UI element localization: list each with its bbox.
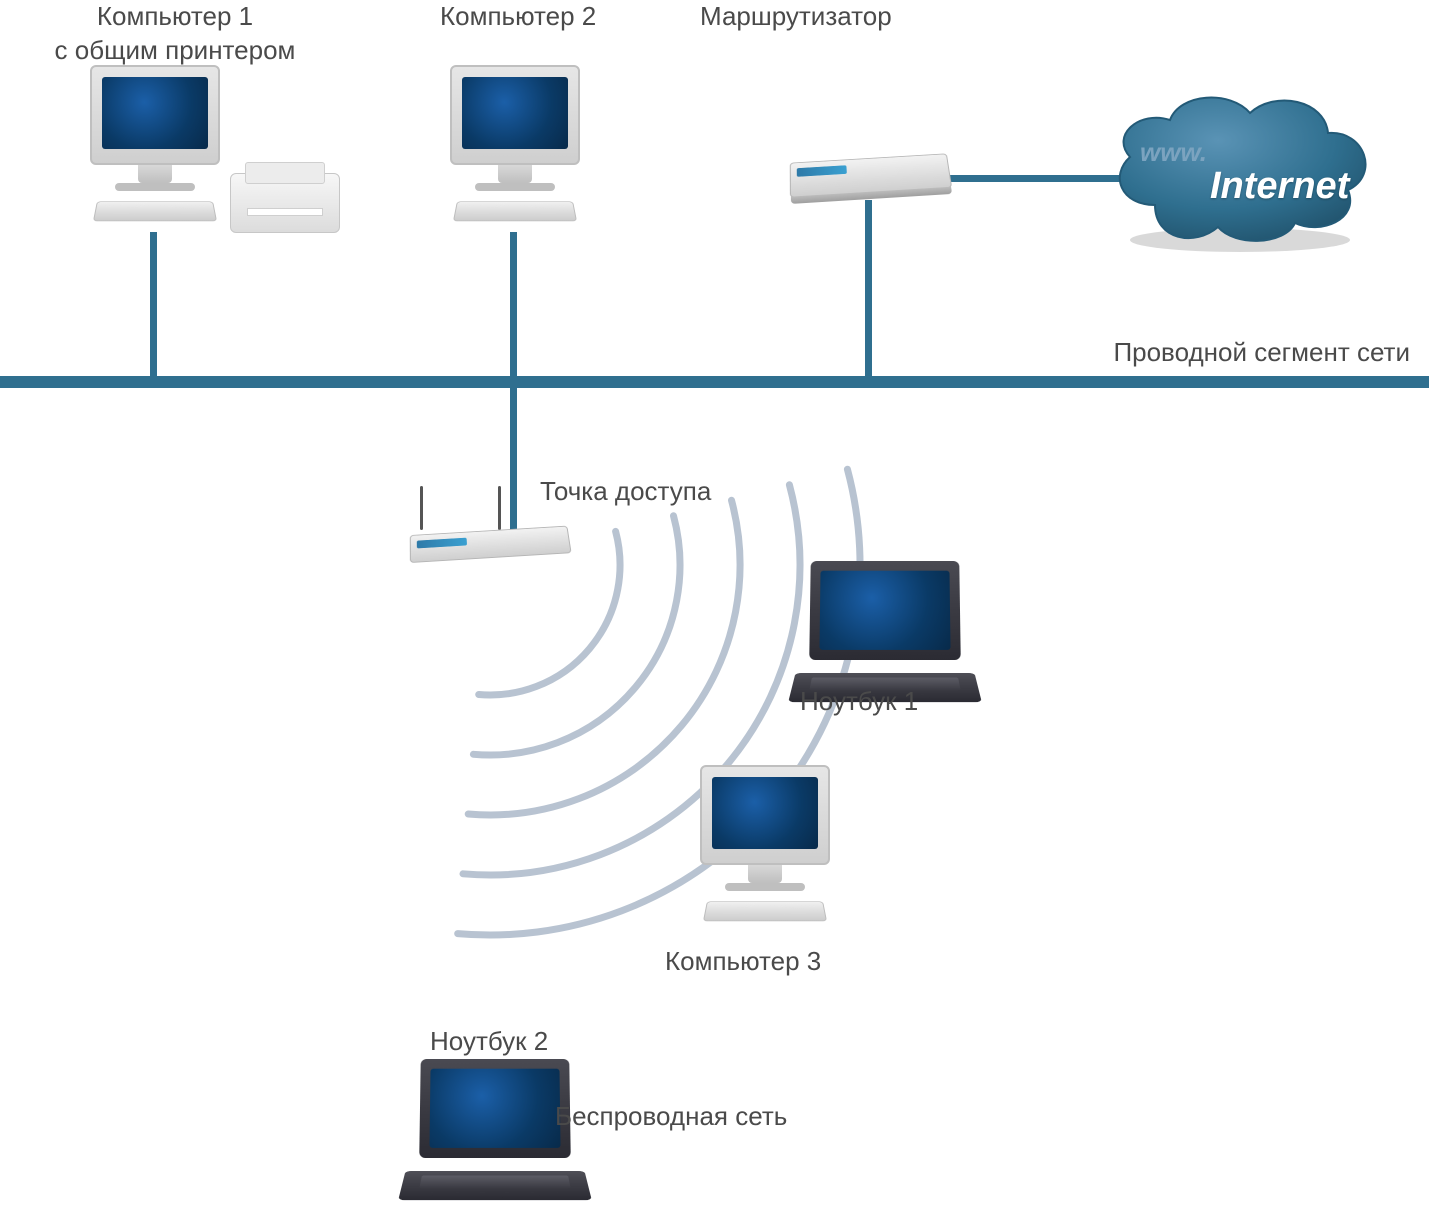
label-computer3: Компьютер 3	[665, 945, 821, 979]
antenna-icon	[498, 486, 501, 530]
router-icon	[790, 153, 952, 197]
laptop-keyboard-icon	[398, 1171, 592, 1200]
device-laptop2	[400, 1058, 590, 1216]
device-router	[790, 155, 950, 195]
device-computer3	[680, 765, 850, 925]
label-computer1: Компьютер 1 с общим принтером	[30, 0, 320, 68]
monitor-icon	[90, 65, 220, 165]
label-computer2: Компьютер 2	[440, 0, 596, 34]
keyboard-icon	[703, 901, 827, 921]
label-access-point: Точка доступа	[540, 475, 711, 509]
wired-segment-label: Проводной сегмент сети	[910, 336, 1410, 370]
backbone-line	[0, 376, 1429, 388]
keyboard-icon	[453, 201, 577, 221]
edge-router-down	[865, 200, 872, 380]
keyboard-icon	[93, 201, 217, 221]
edge-computer1	[150, 232, 157, 380]
label-router: Маршрутизатор	[700, 0, 892, 34]
monitor-stand-icon	[138, 165, 172, 183]
antenna-icon	[420, 486, 423, 530]
cloud-internet-text: Internet	[1210, 165, 1349, 208]
wireless-segment-label: Беспроводная сеть	[555, 1100, 787, 1134]
device-computer2	[430, 65, 600, 225]
edge-computer2	[510, 232, 517, 380]
monitor-base-icon	[725, 883, 805, 891]
printer-icon	[230, 173, 340, 233]
monitor-stand-icon	[748, 865, 782, 883]
label-laptop1: Ноутбук 1	[800, 685, 918, 719]
monitor-stand-icon	[498, 165, 532, 183]
monitor-icon	[700, 765, 830, 865]
laptop-screen-icon	[419, 1059, 571, 1158]
cloud-www-text: www.	[1140, 137, 1207, 168]
label-laptop2: Ноутбук 2	[430, 1025, 548, 1059]
monitor-base-icon	[115, 183, 195, 191]
access-point-icon	[410, 526, 572, 563]
device-internet-cloud: www. Internet	[1100, 85, 1380, 255]
device-computer1	[70, 65, 240, 225]
monitor-base-icon	[475, 183, 555, 191]
device-access-point	[400, 510, 570, 560]
monitor-icon	[450, 65, 580, 165]
laptop-screen-icon	[809, 561, 961, 660]
